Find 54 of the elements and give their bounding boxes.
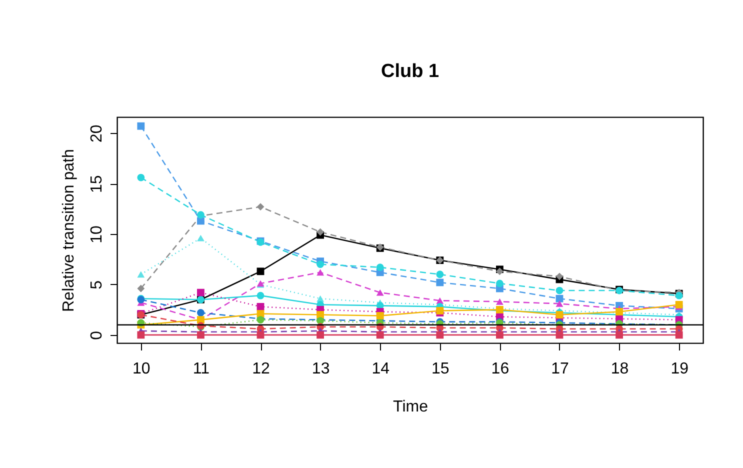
point [376, 331, 384, 339]
x-tick-label: 13 [312, 360, 330, 378]
x-tick-label: 10 [132, 360, 150, 378]
point [556, 300, 564, 307]
point [496, 298, 504, 305]
y-tick-label: 0 [88, 330, 106, 340]
y-axis-title: Relative transition path [60, 149, 78, 312]
point [137, 284, 145, 292]
x-tick-label: 15 [432, 360, 450, 378]
point [316, 260, 324, 268]
point [316, 228, 324, 236]
point [197, 309, 204, 316]
x-tick-label: 18 [610, 360, 629, 378]
point [436, 270, 444, 278]
x-tick-label: 17 [551, 360, 569, 378]
point [137, 271, 145, 278]
point [496, 280, 504, 288]
point [556, 272, 564, 280]
point [316, 311, 324, 318]
point [556, 331, 564, 339]
point [376, 289, 384, 296]
point [137, 122, 145, 130]
point [616, 331, 623, 339]
point [256, 331, 264, 339]
point [137, 331, 145, 339]
chart-title: Club 1 [380, 61, 440, 82]
point [316, 331, 324, 339]
point [316, 269, 324, 276]
x-axis-title: Time [393, 398, 428, 416]
point [256, 292, 264, 300]
y-tick-label: 10 [88, 226, 106, 244]
y-tick-label: 5 [88, 280, 106, 290]
x-tick-label: 12 [252, 360, 270, 378]
point [496, 331, 504, 339]
point [256, 203, 264, 211]
y-tick-label: 20 [88, 124, 106, 143]
y-tick-label: 15 [88, 175, 106, 193]
point [197, 288, 204, 296]
point [436, 278, 444, 286]
x-tick-label: 11 [192, 360, 210, 378]
point [675, 300, 683, 308]
point [256, 268, 264, 276]
point [556, 294, 564, 302]
point [556, 286, 564, 294]
x-tick-label: 19 [670, 360, 689, 378]
point [137, 174, 145, 182]
x-tick-label: 16 [491, 360, 510, 378]
x-tick-label: 14 [372, 360, 390, 378]
point [197, 234, 204, 242]
point [376, 264, 384, 272]
point [436, 331, 444, 339]
point [197, 331, 204, 339]
point [675, 331, 683, 339]
point [376, 312, 384, 320]
